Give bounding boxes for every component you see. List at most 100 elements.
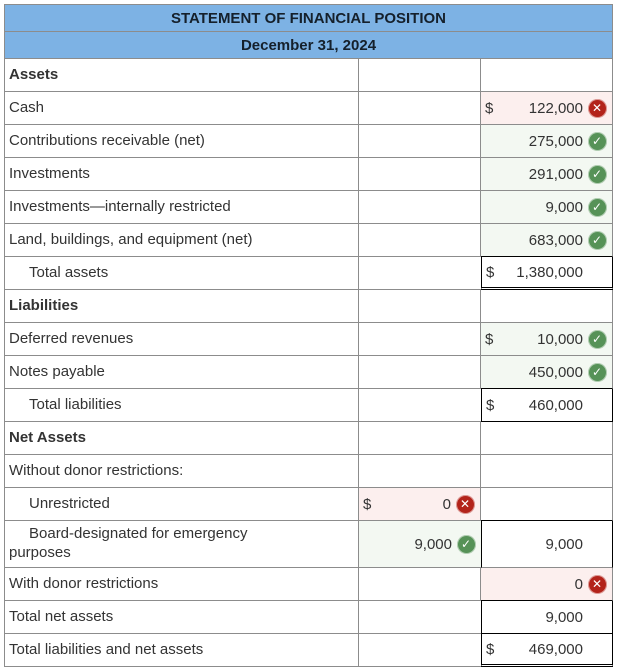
- table-title: STATEMENT OF FINANCIAL POSITION: [5, 5, 613, 32]
- amount-cell: $1,380,000: [481, 257, 613, 290]
- status-icon-slot: ✓: [456, 534, 476, 554]
- table-row: Total assets $1,380,000: [5, 257, 613, 290]
- table-row: With donor restrictions 0 ✕: [5, 568, 613, 601]
- row-label: Total liabilities and net assets: [5, 634, 359, 667]
- amount-cell[interactable]: 275,000 ✓: [481, 125, 613, 158]
- dollar-sign: $: [486, 396, 495, 414]
- status-icon-slot: ✓: [587, 362, 607, 382]
- amount-value: 9,000: [414, 535, 452, 553]
- empty-cell: [359, 191, 481, 224]
- title-row: STATEMENT OF FINANCIAL POSITION: [5, 5, 613, 32]
- correct-check-icon: ✓: [587, 329, 607, 349]
- table-row: Assets: [5, 59, 613, 92]
- incorrect-x-icon: ✕: [587, 574, 607, 594]
- table-row: Without donor restrictions:: [5, 455, 613, 488]
- dollar-sign: $: [485, 330, 494, 348]
- table-row: Investments—internally restricted 9,000 ✓: [5, 191, 613, 224]
- row-label: Liabilities: [5, 290, 359, 323]
- dollar-sign: $: [486, 640, 495, 658]
- empty-cell: [359, 290, 481, 323]
- empty-cell: [359, 92, 481, 125]
- table-row: Land, buildings, and equipment (net) 683,…: [5, 224, 613, 257]
- row-label: Total net assets: [5, 601, 359, 634]
- empty-cell: [359, 59, 481, 92]
- table-row: Notes payable 450,000 ✓: [5, 356, 613, 389]
- empty-cell: [359, 125, 481, 158]
- dollar-sign: $: [485, 99, 494, 117]
- amount-cell[interactable]: 683,000 ✓: [481, 224, 613, 257]
- row-label: Investments: [5, 158, 359, 191]
- table-row: Total liabilities and net assets $469,000: [5, 634, 613, 667]
- amount-cell: $469,000: [481, 634, 613, 667]
- empty-cell: [359, 158, 481, 191]
- amount-value: 469,000: [528, 640, 583, 658]
- amount-value: 0: [442, 495, 451, 513]
- row-label: Board-designated for emergency purposes: [5, 521, 359, 568]
- amount-value: 683,000: [528, 231, 583, 249]
- amount-value: 9,000: [545, 535, 583, 553]
- row-label: Total liabilities: [5, 389, 359, 422]
- incorrect-x-icon: ✕: [455, 494, 475, 514]
- table-row: Board-designated for emergency purposes 9…: [5, 521, 613, 568]
- table-row: Liabilities: [5, 290, 613, 323]
- row-label: Deferred revenues: [5, 323, 359, 356]
- empty-cell: [481, 290, 613, 323]
- amount-cell[interactable]: $122,000 ✕: [481, 92, 613, 125]
- row-label: Contributions receivable (net): [5, 125, 359, 158]
- empty-cell: [359, 224, 481, 257]
- correct-check-icon: ✓: [587, 230, 607, 250]
- incorrect-x-icon: ✕: [587, 98, 607, 118]
- amount-cell[interactable]: 0 ✕: [481, 568, 613, 601]
- amount-cell[interactable]: 9,000 ✓: [359, 521, 481, 568]
- amount-cell[interactable]: $0 ✕: [359, 488, 481, 521]
- correct-check-icon: ✓: [587, 197, 607, 217]
- table-row: Deferred revenues $10,000 ✓: [5, 323, 613, 356]
- row-label: Cash: [5, 92, 359, 125]
- amount-cell: 9,000: [481, 521, 613, 568]
- empty-cell: [481, 59, 613, 92]
- empty-cell: [359, 356, 481, 389]
- table-body: Assets Cash $122,000 ✕ Contributions receiva…: [5, 59, 613, 667]
- amount-value: 460,000: [528, 396, 583, 414]
- table-subtitle: December 31, 2024: [5, 32, 613, 59]
- empty-cell: [359, 455, 481, 488]
- row-label: Notes payable: [5, 356, 359, 389]
- amount-value: 10,000: [537, 330, 583, 348]
- table-row: Investments 291,000 ✓: [5, 158, 613, 191]
- amount-value: 9,000: [545, 198, 583, 216]
- empty-cell: [359, 634, 481, 667]
- row-label: Assets: [5, 59, 359, 92]
- row-label: Without donor restrictions:: [5, 455, 359, 488]
- empty-cell: [481, 488, 613, 521]
- empty-cell: [359, 323, 481, 356]
- correct-check-icon: ✓: [587, 164, 607, 184]
- empty-cell: [481, 422, 613, 455]
- table-row: Net Assets: [5, 422, 613, 455]
- amount-value: 0: [574, 575, 583, 593]
- empty-cell: [359, 257, 481, 290]
- row-label: Net Assets: [5, 422, 359, 455]
- amount-value: 275,000: [528, 132, 583, 150]
- status-icon-slot: ✓: [587, 329, 607, 349]
- amount-cell[interactable]: $10,000 ✓: [481, 323, 613, 356]
- dollar-sign: $: [363, 495, 372, 513]
- table-row: Total net assets 9,000: [5, 601, 613, 634]
- dollar-sign: $: [486, 263, 495, 281]
- amount-cell[interactable]: 450,000 ✓: [481, 356, 613, 389]
- status-icon-slot: ✓: [587, 164, 607, 184]
- amount-value: 9,000: [545, 608, 583, 626]
- correct-check-icon: ✓: [587, 131, 607, 151]
- row-label: Unrestricted: [5, 488, 359, 521]
- empty-cell: [359, 568, 481, 601]
- empty-cell: [481, 455, 613, 488]
- amount-value: 122,000: [528, 99, 583, 117]
- status-icon-slot: ✕: [587, 574, 607, 594]
- status-icon-slot: ✓: [587, 230, 607, 250]
- amount-value: 1,380,000: [516, 263, 583, 281]
- row-label: With donor restrictions: [5, 568, 359, 601]
- amount-cell[interactable]: 9,000 ✓: [481, 191, 613, 224]
- amount-cell[interactable]: 291,000 ✓: [481, 158, 613, 191]
- table-row: Unrestricted $0 ✕: [5, 488, 613, 521]
- row-label: Land, buildings, and equipment (net): [5, 224, 359, 257]
